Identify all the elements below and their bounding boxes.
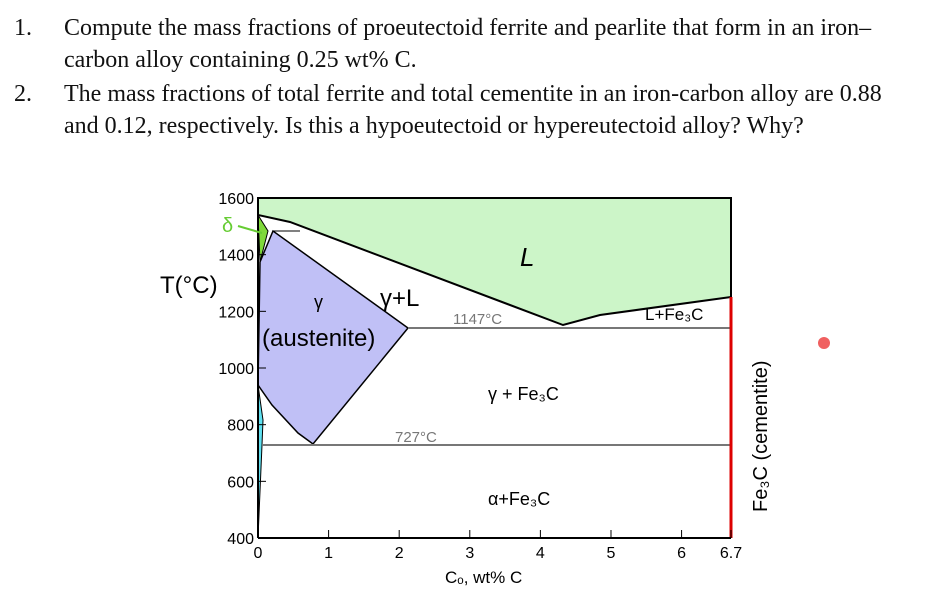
- region-label: γ: [314, 292, 323, 312]
- x-tick-label: 2: [395, 545, 404, 562]
- region-label: γ + Fe₃C: [488, 384, 559, 404]
- region-label: L+Fe₃C: [645, 305, 703, 324]
- liquid-region: [257, 197, 732, 327]
- x-tick-label: 1: [324, 545, 333, 562]
- region-label: α+Fe₃C: [488, 489, 550, 509]
- question-text: The mass fractions of total ferrite and …: [64, 81, 882, 139]
- x-tick-label: 6.7: [720, 545, 742, 562]
- item-number: 2.: [14, 81, 32, 107]
- x-tick-label: 4: [536, 545, 545, 562]
- temperature-label: 1147°C: [453, 311, 502, 328]
- question-text: Compute the mass fractions of proeutecto…: [64, 15, 872, 73]
- y-tick-label: 1600: [218, 191, 254, 208]
- y-tick-label: 1200: [218, 304, 254, 321]
- axis-title: Cₒ, wt% C: [445, 568, 522, 587]
- delta-arrow: [237, 225, 263, 234]
- item-number: 1.: [14, 15, 32, 41]
- y-tick-label: 400: [227, 531, 254, 548]
- y-tick-label: 1000: [218, 361, 254, 378]
- region-label: L: [520, 242, 534, 272]
- austenite-region: [257, 229, 410, 446]
- region-label: γ+L: [380, 285, 419, 312]
- y-tick-label: 1400: [218, 248, 254, 265]
- x-tick-label: 0: [254, 545, 263, 562]
- region-label: (austenite): [262, 325, 375, 352]
- x-tick-label: 5: [607, 545, 616, 562]
- y-tick-label: 800: [227, 418, 254, 435]
- y-tick-label: 600: [227, 474, 254, 491]
- pointer-dot: [818, 337, 830, 349]
- axis-title: T(°C): [160, 272, 218, 299]
- delta-label: δ: [222, 215, 233, 237]
- x-tick-label: 6: [677, 545, 686, 562]
- x-tick-label: 3: [465, 545, 474, 562]
- temperature-label: 727°C: [395, 429, 437, 446]
- region-label: Fe₃C (cementite): [750, 360, 772, 512]
